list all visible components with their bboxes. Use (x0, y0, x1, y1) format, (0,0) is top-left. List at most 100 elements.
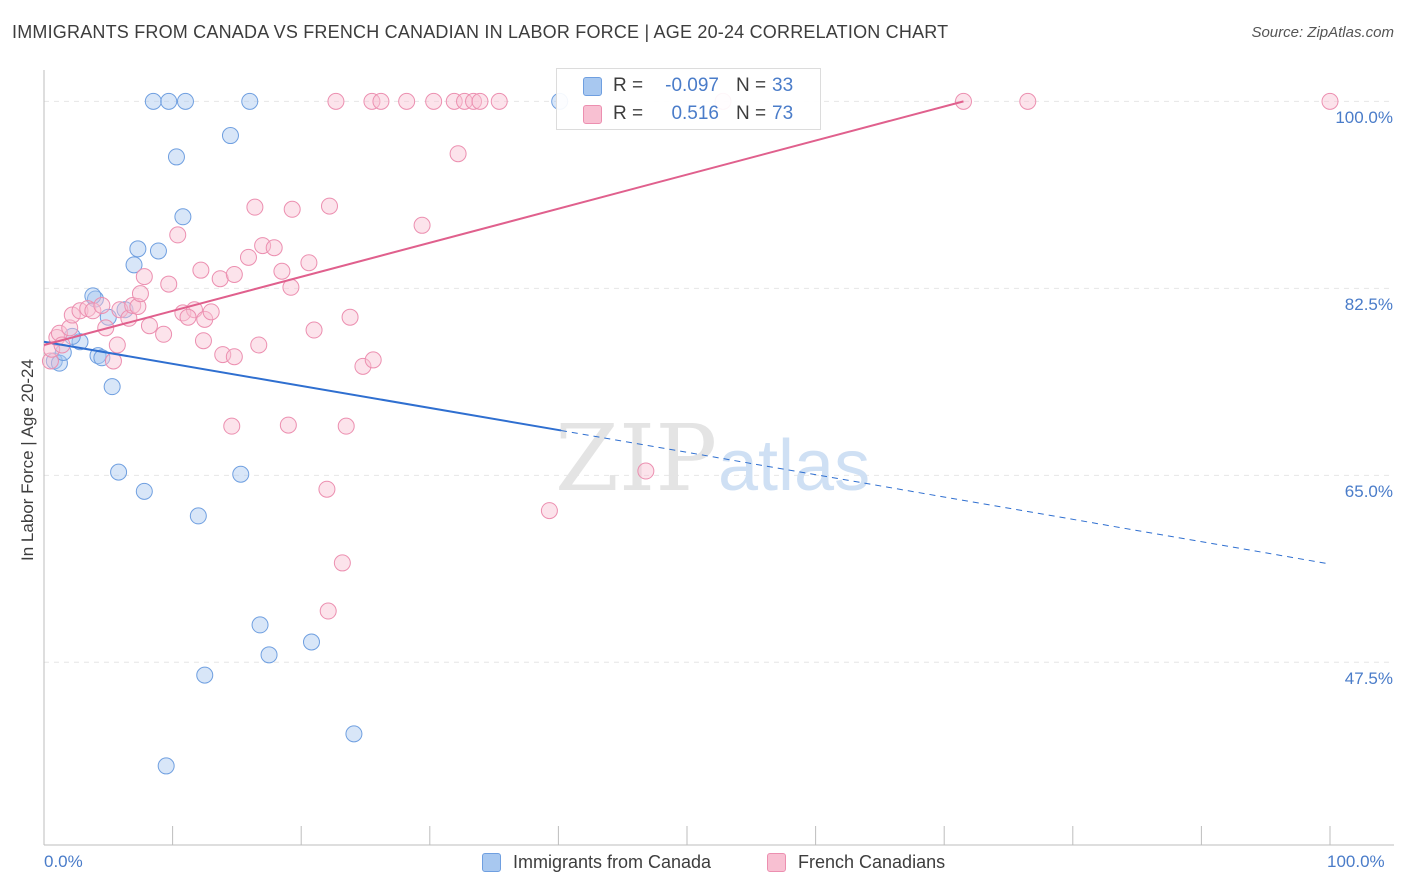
point-french (211, 270, 229, 288)
point-french (63, 306, 81, 324)
grid-lines (44, 100, 1394, 663)
x-ticks (43, 826, 1331, 845)
point-french (160, 275, 178, 293)
watermark-atlas: atlas (718, 426, 870, 506)
point-french (471, 92, 489, 110)
point-french (318, 480, 336, 498)
y-tick-label: 82.5% (1344, 295, 1393, 315)
point-canada (260, 646, 278, 664)
legend-item-french[interactable]: French Canadians (767, 852, 945, 873)
point-french (363, 92, 381, 110)
y-tick-label: 100.0% (1335, 108, 1393, 128)
point-canada (144, 92, 162, 110)
point-french (135, 268, 153, 286)
point-french (225, 265, 243, 283)
point-french (283, 200, 301, 218)
y-tick-label: 65.0% (1344, 482, 1393, 502)
trend-line-canada-extrapolated (560, 429, 1331, 565)
point-french (449, 145, 467, 163)
point-canada (116, 301, 134, 319)
point-french (225, 348, 243, 366)
stats-n-label: N = (736, 103, 767, 124)
point-canada (160, 92, 178, 110)
stats-swatch-canada (583, 77, 602, 96)
point-french (305, 321, 323, 339)
point-canada (174, 208, 192, 226)
point-french (111, 301, 129, 319)
trend-lines (43, 100, 1331, 565)
series-french-canadians (41, 92, 1339, 620)
point-french (425, 92, 443, 110)
point-french (265, 239, 283, 257)
stats-r-value: -0.097 (665, 75, 719, 96)
stats-swatch-french (583, 105, 602, 124)
legend-swatch-french (767, 853, 786, 872)
stats-legend: R = -0.097 N = 33 R = 0.516 N = 73 (556, 68, 821, 130)
point-french (413, 216, 431, 234)
legend: Immigrants from Canada French Canadians (0, 852, 1406, 878)
chart-title: IMMIGRANTS FROM CANADA VS FRENCH CANADIA… (12, 22, 949, 42)
point-french (341, 308, 359, 326)
point-french (300, 254, 318, 272)
x-tick-label-min: 0.0% (44, 852, 83, 871)
point-french (250, 336, 268, 354)
stats-n-label: N = (736, 75, 767, 96)
point-french (333, 554, 351, 572)
point-french (398, 92, 416, 110)
point-french (169, 226, 187, 244)
stats-r-label: R = (613, 103, 644, 124)
stats-n-value: 33 (772, 75, 794, 96)
point-canada (302, 633, 320, 651)
point-french (1019, 92, 1037, 110)
point-french (140, 317, 158, 335)
point-french (246, 198, 264, 216)
legend-item-canada[interactable]: Immigrants from Canada (482, 852, 711, 873)
point-french (108, 336, 126, 354)
point-french (337, 417, 355, 435)
y-tick-label: 47.5% (1344, 669, 1393, 689)
point-canada (149, 242, 167, 260)
y-axis-label: In Labor Force | Age 20-24 (18, 359, 37, 561)
point-french (372, 92, 390, 110)
point-canada (110, 463, 128, 481)
point-french (490, 92, 508, 110)
point-canada (167, 148, 185, 166)
stats-row-canada: R = -0.097 N = 33 (557, 72, 820, 100)
stats-r-label: R = (613, 75, 644, 96)
point-french (320, 197, 338, 215)
axes (43, 70, 1394, 846)
point-canada (157, 757, 175, 775)
point-french (179, 308, 197, 326)
point-french (445, 92, 463, 110)
watermark: ZIP atlas (555, 405, 870, 512)
legend-swatch-canada (482, 853, 501, 872)
point-canada (221, 127, 239, 145)
point-canada (103, 378, 121, 396)
legend-label-french: French Canadians (798, 852, 946, 872)
point-canada (125, 256, 143, 274)
chart-source: Source: ZipAtlas.com (1251, 24, 1394, 41)
point-french (223, 417, 241, 435)
point-french (194, 332, 212, 350)
point-french (327, 92, 345, 110)
point-canada (345, 725, 363, 743)
legend-label-canada: Immigrants from Canada (513, 852, 712, 872)
point-canada (232, 465, 250, 483)
point-canada (189, 507, 207, 525)
trend-line-canada (43, 340, 562, 432)
point-french (239, 248, 257, 266)
stats-row-french: R = 0.516 N = 73 (557, 100, 820, 128)
point-french (273, 262, 291, 280)
point-french (124, 296, 142, 314)
point-french (279, 416, 297, 434)
point-french (192, 261, 210, 279)
point-french (364, 351, 382, 369)
x-tick-label-max: 100.0% (1327, 852, 1385, 871)
point-french (637, 462, 655, 480)
point-canada (135, 482, 153, 500)
point-canada (251, 616, 269, 634)
point-french (61, 319, 79, 337)
point-french (93, 296, 111, 314)
point-french (84, 302, 102, 320)
